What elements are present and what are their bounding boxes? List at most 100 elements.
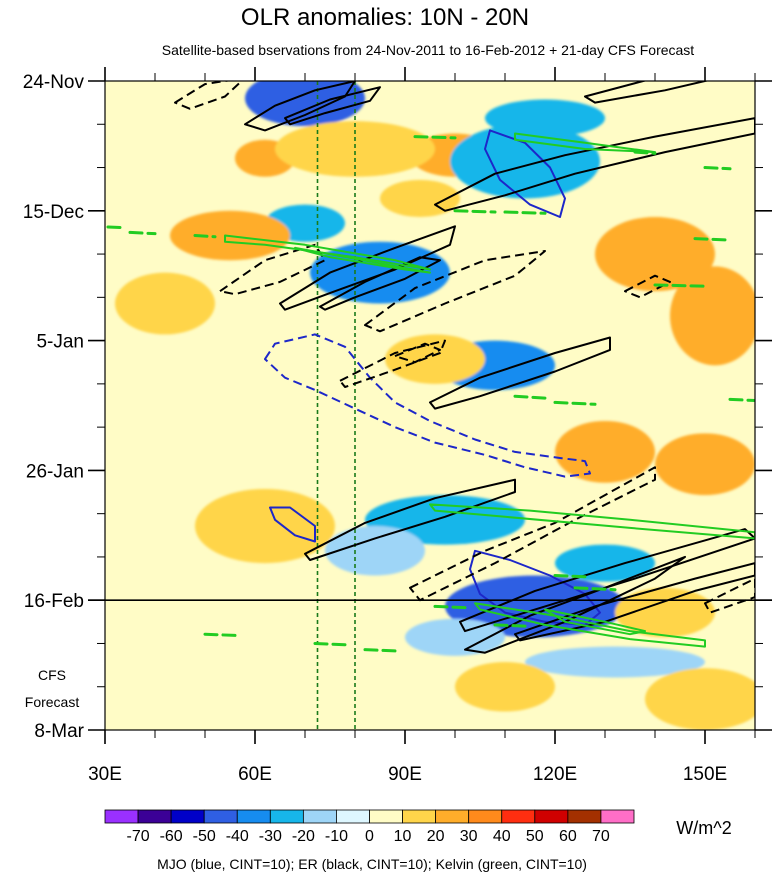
y-tick-label: 5-Jan — [36, 332, 84, 353]
chart-subtitle: Satellite-based bservations from 24-Nov-… — [162, 42, 695, 58]
colorbar-swatch — [236, 809, 271, 824]
er-contour — [459, 528, 755, 633]
er-contour — [584, 81, 710, 104]
x-tick-label: 120E — [533, 764, 577, 785]
kelvin-contour-segment — [653, 283, 707, 288]
olr-anomaly-blob — [275, 121, 435, 177]
colorbar-swatch — [302, 809, 337, 824]
colorbar-label: 60 — [559, 828, 577, 845]
wave-contours — [105, 81, 755, 654]
colorbar-label: 20 — [427, 828, 445, 845]
olr-anomaly-blob — [325, 526, 425, 576]
colorbar-swatch — [137, 809, 172, 824]
olr-anomaly-blob — [555, 544, 655, 582]
colorbar-label: 10 — [394, 828, 412, 845]
er-contour — [339, 339, 446, 388]
colorbar-label: 30 — [460, 828, 478, 845]
x-tick-label: 60E — [238, 764, 272, 785]
y-tick-label: 24-Nov — [23, 72, 85, 93]
er-contour — [244, 81, 356, 132]
mjo-contour — [269, 506, 316, 543]
contour-legend-text: MJO (blue, CINT=10); ER (black, CINT=10)… — [157, 856, 587, 872]
colorbar-swatch — [203, 809, 238, 824]
colorbar-swatch — [369, 809, 403, 824]
er-contour — [319, 256, 441, 311]
er-contour — [624, 274, 671, 299]
kelvin-contour-segment — [693, 237, 727, 242]
colorbar-swatch — [336, 809, 370, 824]
olr-anomaly-blob — [455, 662, 555, 712]
kelvin-contour — [544, 608, 646, 636]
colorbar-label: -10 — [325, 828, 348, 845]
colorbar-label: 40 — [493, 828, 511, 845]
kelvin-contour-segment — [503, 210, 547, 215]
olr-anomaly-blob — [595, 216, 715, 292]
olr-anomaly-blob — [385, 334, 485, 384]
olr-anomaly-blob — [405, 618, 505, 656]
colorbar-swatch — [567, 809, 602, 824]
kelvin-contour-segment — [453, 209, 497, 214]
er-contour — [174, 81, 244, 110]
olr-anomaly-blob — [115, 272, 215, 335]
colorbar-label: -60 — [160, 828, 183, 845]
x-tick-label: 90E — [388, 764, 422, 785]
olr-anomaly-blob — [555, 420, 655, 483]
er-contour — [434, 117, 755, 212]
kelvin-contour-segment — [313, 641, 347, 647]
y-tick-label: 15-Dec — [23, 202, 84, 223]
colorbar-label: -70 — [127, 828, 150, 845]
y-tick-label: 8-Mar — [34, 721, 84, 742]
er-contour — [429, 336, 611, 410]
kelvin-contour-segment — [413, 135, 457, 140]
colorbar-swatch — [269, 809, 304, 824]
kelvin-contour — [474, 602, 706, 648]
kelvin-contour-segment — [513, 394, 547, 400]
y-tick-label: 16-Feb — [24, 591, 84, 612]
chart-title: OLR anomalies: 10N - 20N — [241, 4, 529, 31]
olr-anomaly-blob — [245, 81, 365, 127]
er-contour — [464, 555, 686, 654]
kelvin-contour-segment — [105, 225, 122, 229]
er-contour — [279, 225, 456, 311]
kelvin-contour — [514, 132, 656, 154]
colorbar-swatch — [170, 809, 205, 824]
er-contour — [514, 562, 755, 642]
er-contour — [284, 86, 381, 126]
olr-anomaly-blob — [645, 668, 755, 730]
colorbar-label: -30 — [259, 828, 282, 845]
colorbar-swatch — [402, 809, 437, 824]
kelvin-contour-segment — [553, 400, 597, 406]
kelvin-contour-segment — [128, 230, 157, 236]
kelvin-contour-segment — [633, 150, 657, 155]
colorbar-swatch — [600, 809, 635, 824]
colorbar-label: -40 — [226, 828, 249, 845]
kelvin-contour-segment — [728, 397, 755, 403]
y-tick-label: 26-Jan — [26, 461, 84, 482]
colorbar-label: 50 — [526, 828, 544, 845]
colorbar-swatch — [468, 809, 503, 824]
colorbar-label: 70 — [592, 828, 610, 845]
colorbar-swatch — [534, 809, 569, 824]
er-contour — [409, 466, 656, 602]
kelvin-contour-segment — [573, 586, 617, 592]
plot-frame — [104, 80, 756, 731]
er-contour — [304, 478, 516, 561]
colorbar-swatch — [435, 809, 470, 824]
axes: 24-Nov 15-Dec 5-Jan 26-Jan 16-Feb 8-Mar 30E 60E… — [23, 67, 772, 785]
colorbar-swatch — [104, 809, 139, 824]
kelvin-contour-segment — [553, 573, 587, 579]
mjo-contour — [484, 129, 566, 218]
kelvin-contour — [224, 234, 431, 271]
mjo-contour — [264, 333, 591, 478]
olr-anomaly-blob — [670, 266, 755, 366]
er-contour — [394, 342, 441, 364]
colorbar-unit: W/m^2 — [676, 818, 731, 838]
kelvin-contour-segment — [493, 623, 527, 628]
kelvin-contour-segment — [193, 234, 217, 239]
colorbar-label: -50 — [193, 828, 216, 845]
kelvin-contour-segment — [203, 632, 237, 637]
colorbar-swatch — [501, 809, 536, 824]
olr-anomaly-blob — [655, 433, 755, 496]
er-contour — [364, 250, 546, 333]
